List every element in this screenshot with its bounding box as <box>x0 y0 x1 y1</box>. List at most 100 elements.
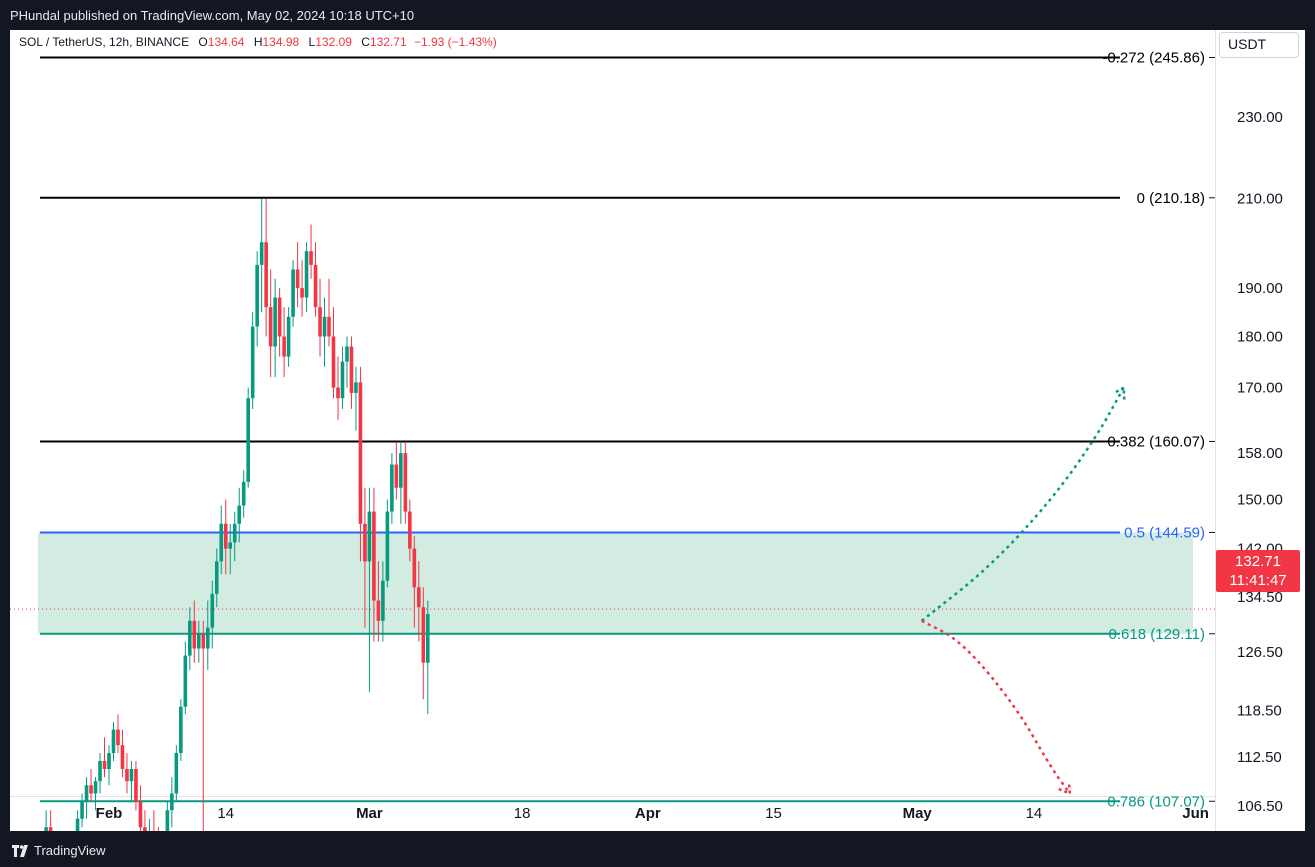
candle-up <box>188 620 192 656</box>
candle-down <box>223 523 228 549</box>
open-label: O <box>198 35 208 49</box>
candle-up <box>237 505 242 524</box>
candle-up <box>210 593 215 628</box>
chart-panel[interactable]: -0.272 (245.86) 0 (210.18) 0.382 (160.07) 0… <box>10 30 1305 831</box>
candle-down <box>327 316 331 337</box>
candle-down <box>120 745 125 769</box>
candle-up <box>255 264 259 327</box>
high-label: H <box>253 35 263 49</box>
price-tick-label: 118.50 <box>1237 703 1282 720</box>
fib-label: 0.618 (129.11) <box>1109 626 1205 643</box>
open-value: 134.64 <box>207 35 245 49</box>
candle-up <box>390 464 394 512</box>
candle-down <box>282 336 286 357</box>
candle-down <box>192 620 197 649</box>
projection-path-up <box>920 386 1125 622</box>
close-value: 132.71 <box>369 35 407 49</box>
candle-up <box>80 801 84 819</box>
candle-up <box>179 706 183 754</box>
time-tick-label: 18 <box>514 805 531 822</box>
candle-down <box>394 464 399 488</box>
candle-up <box>345 346 349 362</box>
time-tick-label: May <box>903 805 933 822</box>
candle-down <box>48 827 53 831</box>
high-value: 134.98 <box>262 35 300 49</box>
tradingview-logo-icon <box>12 844 28 857</box>
candle-up <box>381 580 385 621</box>
candle-down <box>313 264 318 308</box>
candle-up <box>286 316 291 357</box>
projection-path-down <box>921 619 1071 795</box>
candle-down <box>116 729 120 746</box>
candle-up <box>273 297 277 347</box>
candle-down <box>349 346 354 393</box>
price-tick-label: 190.00 <box>1237 280 1283 297</box>
candle-up <box>129 768 134 782</box>
time-tick-label: Feb <box>96 805 123 822</box>
price-tick-label: 180.00 <box>1237 328 1283 345</box>
symbol-name[interactable]: SOL / TetherUS, 12h, BINANCE <box>19 35 190 49</box>
candle-up <box>425 613 430 663</box>
candle-up <box>93 781 98 794</box>
price-tick-label: 150.00 <box>1237 492 1283 509</box>
candle-up <box>340 361 345 399</box>
candle-up <box>98 760 102 782</box>
candle-up <box>219 523 224 562</box>
time-tick-label: Jun <box>1182 805 1209 822</box>
price-tick-label: 112.50 <box>1237 749 1282 766</box>
published-caption: PHundal published on TradingView.com, Ma… <box>10 8 415 23</box>
candle-down <box>363 523 367 562</box>
candle-up <box>205 627 210 649</box>
candle-up <box>228 542 233 549</box>
candle-down <box>412 548 417 588</box>
candle-up <box>399 453 403 488</box>
candle-up <box>75 818 80 831</box>
last-price: 132.71 <box>1235 553 1281 570</box>
fib-label: 0 (210.18) <box>1137 190 1205 207</box>
fib-label: 0.786 (107.07) <box>1107 793 1205 810</box>
candle-up <box>367 511 372 562</box>
fib-label: 0.382 (160.07) <box>1107 433 1205 450</box>
low-label: L <box>308 35 316 49</box>
price-tick-label: 106.50 <box>1237 798 1283 815</box>
bottom-bar <box>0 831 1315 867</box>
candle-up <box>84 785 89 802</box>
price-tick-label: 126.50 <box>1237 644 1283 661</box>
candle-down <box>201 634 206 649</box>
chart-canvas[interactable]: -0.272 (245.86) 0 (210.18) 0.382 (160.07) 0… <box>10 30 1305 831</box>
last-price-badge: 132.71 11:41:47 <box>1216 550 1300 592</box>
candle-up <box>214 561 219 594</box>
candle-down <box>309 251 313 265</box>
candle-up <box>183 655 188 707</box>
currency-button[interactable]: USDT <box>1219 32 1299 58</box>
candle-up <box>259 242 264 265</box>
low-value: 132.09 <box>315 35 352 49</box>
candle-down <box>264 242 268 308</box>
candle-down <box>358 382 363 524</box>
time-tick-label: 14 <box>1026 805 1043 822</box>
candle-down <box>376 600 381 621</box>
fib-label: 0.5 (144.59) <box>1124 524 1205 541</box>
candle-down <box>417 587 421 608</box>
time-tick-label: Mar <box>356 805 383 822</box>
price-tick-label: 134.50 <box>1237 589 1283 606</box>
candle-down <box>318 307 322 337</box>
time-tick-label: 15 <box>765 805 782 822</box>
candle-down <box>102 760 107 769</box>
candle-down <box>277 297 282 337</box>
candle-down <box>125 768 129 782</box>
candle-up <box>304 251 309 298</box>
top-bar: PHundal published on TradingView.com, Ma… <box>0 0 1315 30</box>
tradingview-logo[interactable]: TradingView <box>12 843 106 858</box>
projection-arrowhead-down <box>1058 781 1072 796</box>
time-tick-label: 14 <box>217 805 234 822</box>
candle-down <box>89 785 93 794</box>
candle-up <box>385 511 390 581</box>
candle-up <box>246 398 250 482</box>
candle-down <box>331 336 336 388</box>
candle-up <box>170 793 174 811</box>
close-label: C <box>361 35 370 49</box>
candle-down <box>268 307 273 347</box>
candle-up <box>291 269 295 317</box>
candle-up <box>241 481 246 506</box>
